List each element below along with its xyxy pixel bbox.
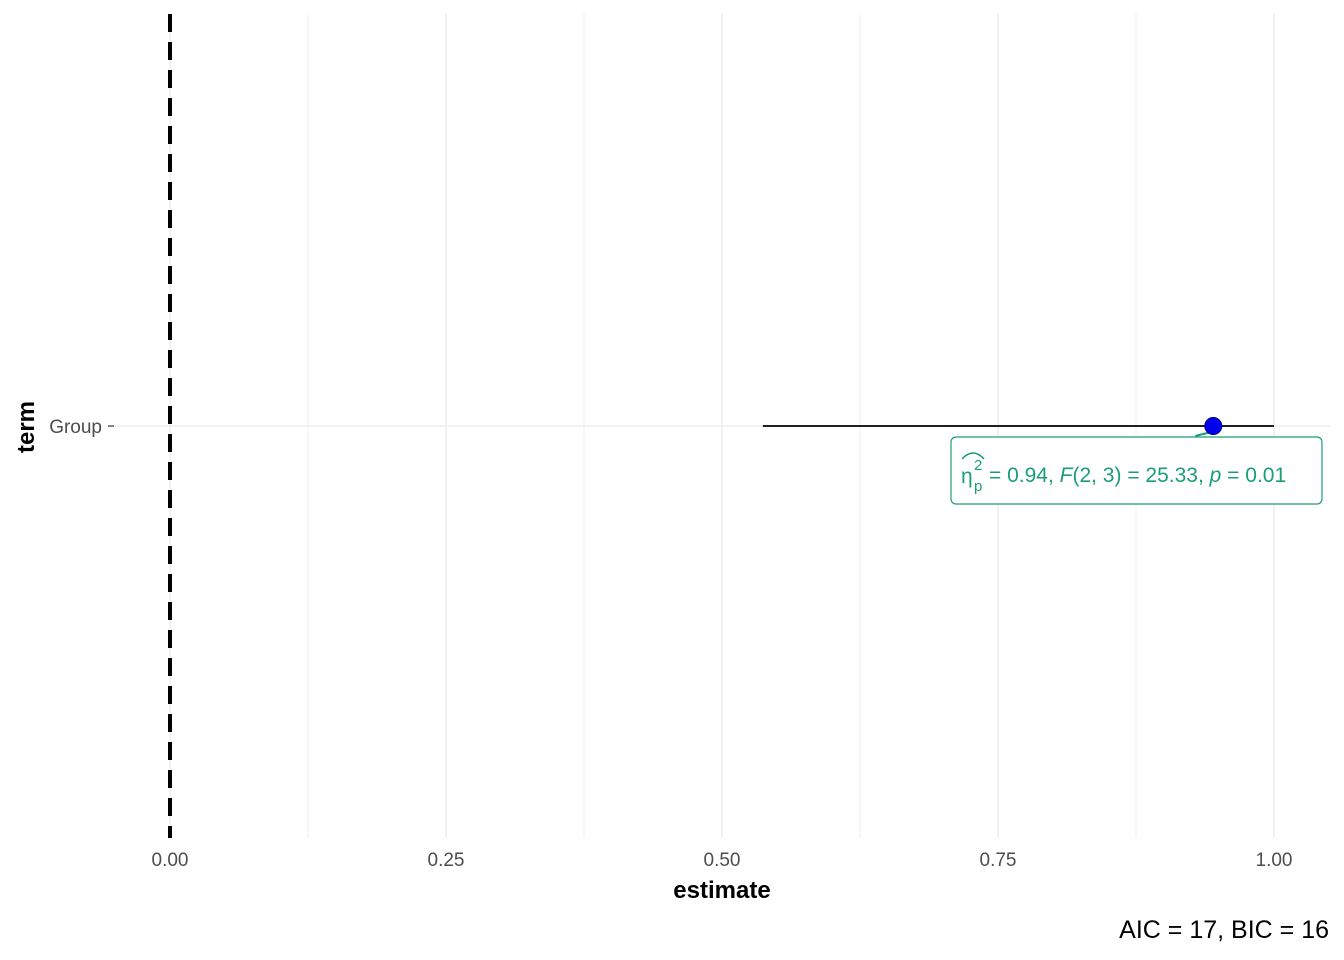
label-eq2: = 25.33, (1121, 464, 1209, 487)
y-axis-title: term (13, 401, 40, 453)
svg-text:= 0.94, F(2, 3) = 25.33, p = 0: = 0.94, F(2, 3) = 25.33, p = 0.01 (989, 464, 1286, 487)
label-p: p (1209, 464, 1222, 487)
estimate-point (1204, 417, 1223, 435)
x-axis-title: estimate (673, 877, 770, 904)
eta-symbol: η (961, 465, 973, 488)
x-axis-ticks: 0.00 0.25 0.50 0.75 1.00 (152, 850, 1293, 871)
x-tick-label: 0.75 (980, 850, 1017, 871)
x-tick-label: 0.50 (704, 850, 741, 871)
x-tick-label: 1.00 (1256, 850, 1293, 871)
svg-text:p: p (974, 478, 982, 495)
caption: AIC = 17, BIC = 16 (1119, 916, 1329, 944)
y-axis-ticks: Group (49, 417, 114, 438)
x-tick-label: 0.25 (428, 850, 465, 871)
label-eq3: = 0.01 (1221, 464, 1286, 487)
label-F: F (1060, 464, 1074, 487)
points (1204, 417, 1223, 435)
annotation-label: η 2 p = 0.94, F(2, 3) = 25.33, p = 0.01 (950, 436, 1323, 505)
svg-text:2: 2 (974, 457, 982, 474)
hat-accent-icon (961, 452, 985, 460)
x-tick-label: 0.00 (152, 850, 189, 871)
label-eq1: = 0.94, (989, 464, 1060, 487)
eta-subscript: p (974, 478, 982, 495)
eta-superscript: 2 (974, 457, 982, 474)
y-tick-label: Group (49, 417, 102, 438)
label-df: (2, 3) (1072, 464, 1121, 487)
svg-text:η: η (961, 465, 973, 488)
annotation-box (950, 436, 1323, 505)
